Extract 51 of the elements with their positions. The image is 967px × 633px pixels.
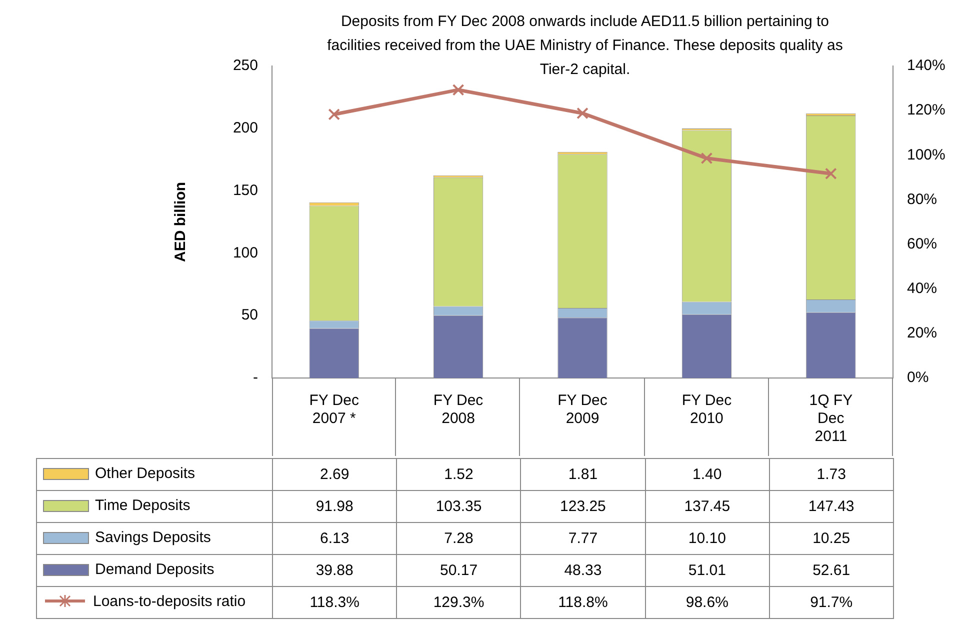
data-label: 129.3%: [396, 586, 521, 618]
x-tick-label: FY Dec 2009: [558, 392, 608, 428]
y-tick-label: 100: [232, 244, 258, 262]
data-label: 91.98: [272, 490, 397, 522]
data-label: 6.13: [272, 522, 397, 554]
y-axis-title: AED billion: [172, 182, 190, 262]
data-label: 118.3%: [272, 586, 397, 618]
data-label: 52.61: [769, 554, 894, 586]
legend-label: Time Deposits: [95, 497, 190, 514]
x-tick-label: FY Dec 2007 *: [309, 392, 360, 428]
legend-label: Savings Deposits: [95, 529, 211, 546]
y2-tick-label: 120%: [907, 102, 946, 119]
data-label: 1.52: [396, 458, 521, 490]
data-label: 1.73: [769, 458, 894, 490]
legend-label: Loans-to-deposits ratio: [93, 592, 246, 610]
y2-tick-label: 40%: [907, 280, 938, 297]
y-tick-label: 50: [241, 306, 258, 324]
data-label: 1.40: [645, 458, 770, 490]
x-tick-label: 1Q FY Dec 2011: [809, 392, 853, 446]
data-label: 10.25: [769, 522, 894, 554]
data-label: 98.6%: [645, 586, 770, 618]
y2-tick-label: 20%: [907, 324, 938, 342]
legend-label: Other Deposits: [95, 465, 196, 482]
y-tick-label: 250: [232, 57, 258, 74]
data-label: 103.35: [396, 490, 521, 522]
data-label: 50.17: [396, 554, 521, 586]
data-label: 7.77: [520, 522, 646, 554]
y-tick-label: 150: [232, 182, 258, 199]
data-label: 10.10: [645, 522, 770, 554]
legend-label: Demand Deposits: [95, 561, 214, 578]
data-label: 118.8%: [520, 586, 646, 618]
annotation: Deposits from FY Dec 2008 onwards include AED11.5 billion pertaining to facilities received from the UAE Ministry of Finance. These deposits quality as Tier-2 capital.: [326, 12, 844, 80]
y-tick-label: 200: [232, 120, 258, 137]
y2-tick-label: 140%: [907, 57, 946, 74]
data-label: 137.45: [645, 490, 770, 522]
data-label: 91.7%: [769, 586, 894, 618]
y2-tick-label: 80%: [907, 190, 938, 208]
data-label: 48.33: [520, 554, 646, 586]
data-label: 7.28: [396, 522, 521, 554]
data-label: 2.69: [272, 458, 397, 490]
x-tick-label: FY Dec 2008: [433, 392, 484, 428]
x-tick-label: FY Dec 2010: [682, 392, 732, 428]
y2-tick-label: 0%: [907, 369, 929, 386]
y-tick-label: -: [253, 369, 258, 386]
data-label: 147.43: [769, 490, 894, 522]
data-label: 39.88: [272, 554, 397, 586]
data-label: 51.01: [645, 554, 770, 586]
y2-tick-label: 100%: [907, 146, 946, 164]
data-label: 123.25: [520, 490, 646, 522]
data-label: 1.81: [520, 458, 646, 490]
y2-tick-label: 60%: [907, 235, 938, 252]
